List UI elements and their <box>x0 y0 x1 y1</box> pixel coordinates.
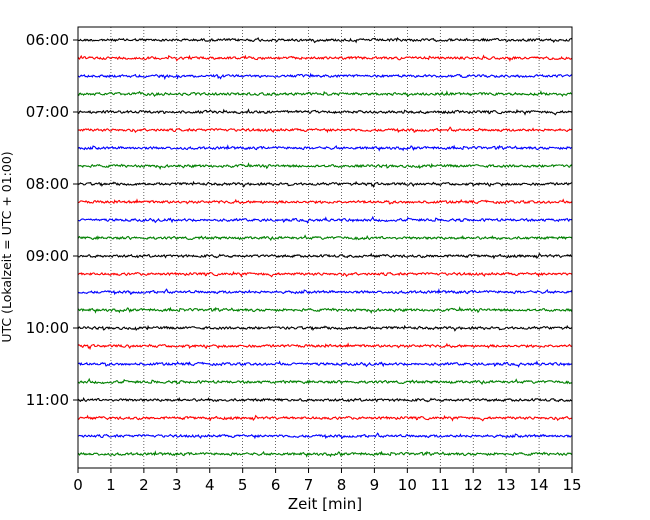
trace-0645 <box>77 90 573 98</box>
y-tick-label: 11:00 <box>26 391 69 409</box>
x-tick-label: 1 <box>106 476 116 494</box>
trace-0815 <box>77 198 573 205</box>
x-tick-label: 5 <box>238 476 248 494</box>
trace-0630 <box>77 72 573 81</box>
x-tick-label: 12 <box>464 476 483 494</box>
x-tick-label: 11 <box>431 476 450 494</box>
trace-0600 <box>77 37 573 44</box>
trace-0945 <box>77 306 573 315</box>
plot-frame <box>77 26 573 469</box>
x-axis-ticks: 0 1 2 3 4 5 6 7 8 9 10 11 12 13 14 15 <box>73 468 582 494</box>
trace-0615 <box>77 54 573 62</box>
x-tick-label: 14 <box>530 476 549 494</box>
y-axis-label: UTC (Lokalzeit = UTC + 01:00) <box>0 151 14 342</box>
y-tick-label: 06:00 <box>26 31 69 49</box>
y-tick-label: 07:00 <box>26 103 69 121</box>
trace-0800 <box>77 180 573 189</box>
x-tick-label: 13 <box>497 476 516 494</box>
trace-0700 <box>77 108 573 116</box>
trace-0715 <box>77 126 573 134</box>
x-tick-label: 15 <box>562 476 581 494</box>
x-tick-label: 9 <box>370 476 380 494</box>
y-tick-label: 08:00 <box>26 175 69 193</box>
plot-area <box>78 27 572 468</box>
x-tick-label: 10 <box>398 476 417 494</box>
x-tick-label: 6 <box>271 476 281 494</box>
trace-0845 <box>77 234 573 242</box>
trace-1130 <box>77 432 573 440</box>
trace-1000 <box>77 324 573 332</box>
x-tick-label: 0 <box>73 476 83 494</box>
trace-0915 <box>77 270 573 278</box>
trace-0900 <box>77 252 573 260</box>
seismic-traces <box>77 37 573 458</box>
x-tick-label: 4 <box>205 476 215 494</box>
trace-1115 <box>77 414 573 422</box>
y-tick-label: 09:00 <box>26 247 69 265</box>
trace-0745 <box>77 162 573 171</box>
trace-0830 <box>77 215 573 224</box>
x-tick-label: 2 <box>139 476 149 494</box>
trace-1015 <box>77 342 573 351</box>
x-tick-label: 8 <box>337 476 347 494</box>
trace-1145 <box>77 450 573 458</box>
y-tick-label: 10:00 <box>26 319 69 337</box>
trace-0930 <box>77 288 573 296</box>
x-axis-label: Zeit [min] <box>288 495 362 513</box>
trace-0730 <box>77 144 573 152</box>
trace-1030 <box>77 360 573 368</box>
x-tick-label: 7 <box>304 476 314 494</box>
trace-1100 <box>77 396 573 403</box>
y-axis-ticks: 06:00 07:00 08:00 09:00 10:00 11:00 <box>26 31 78 409</box>
x-tick-label: 3 <box>172 476 182 494</box>
trace-1045 <box>77 377 573 386</box>
